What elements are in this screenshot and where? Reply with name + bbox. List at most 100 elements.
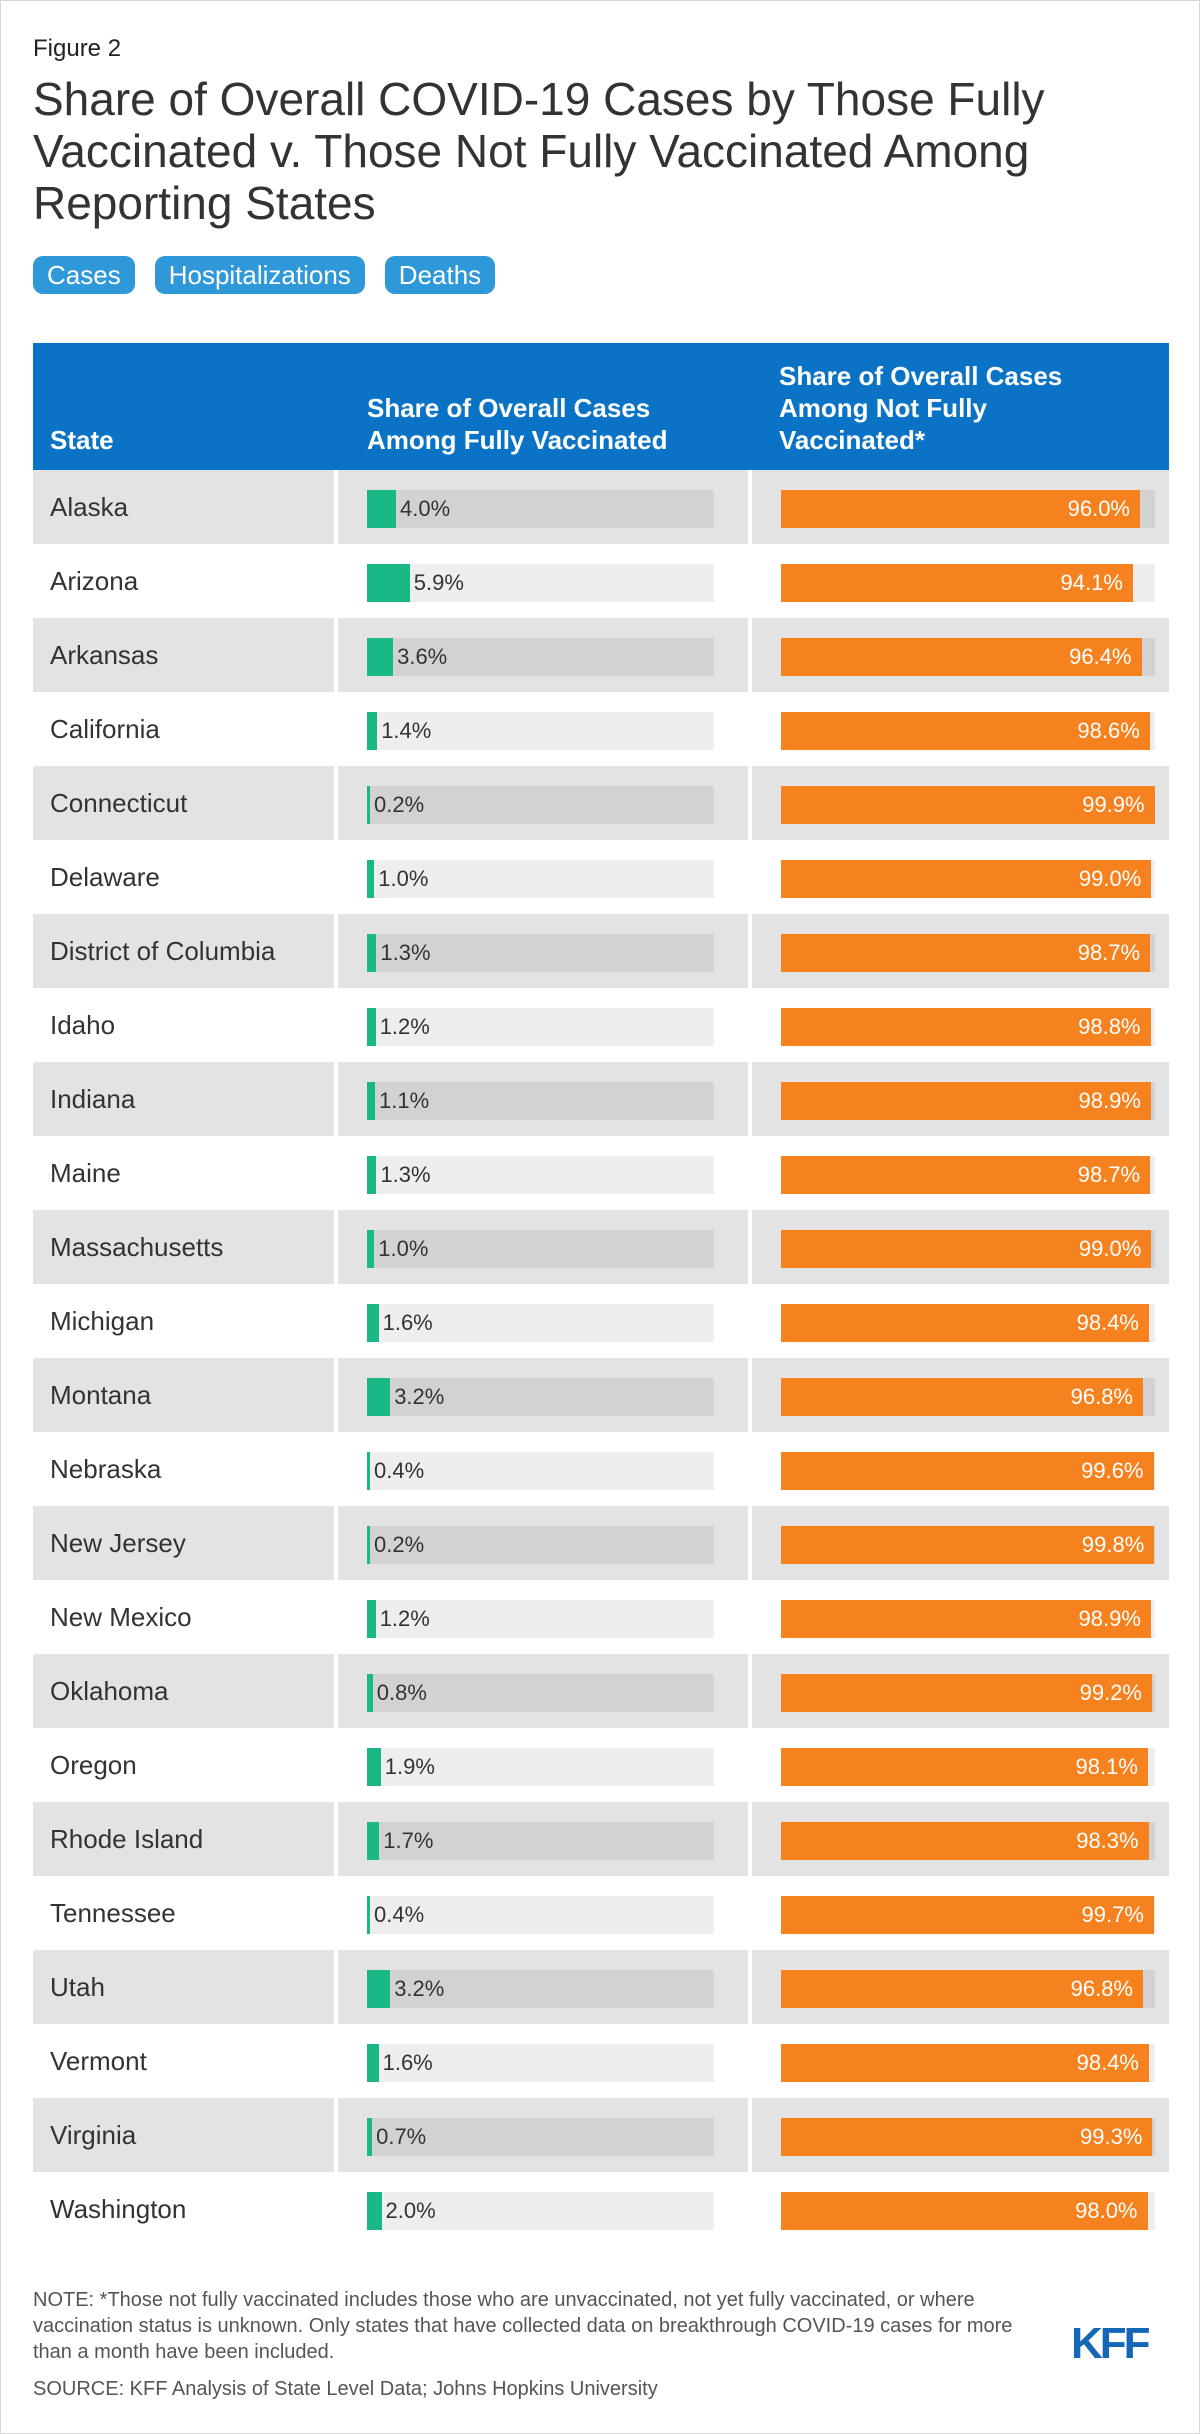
table-row: Massachusetts 1.0% 99.0%	[33, 1210, 1169, 1284]
not-vaccinated-bar: 99.9%	[781, 786, 1155, 824]
table-row: Vermont 1.6% 98.4%	[33, 2024, 1169, 2098]
not-vaccinated-value-label: 98.9%	[1078, 1088, 1141, 1113]
state-label: Vermont	[50, 2046, 147, 2076]
state-label: New Jersey	[50, 1528, 186, 1558]
not-vaccinated-bar-track: 99.6%	[781, 1452, 1155, 1490]
tab-deaths[interactable]: Deaths	[384, 256, 496, 294]
state-label: Oregon	[50, 1750, 137, 1780]
not-vaccinated-bar-track: 96.4%	[781, 638, 1155, 676]
not-vaccinated-bar: 98.1%	[781, 1748, 1148, 1786]
vaccinated-value-label: 4.0%	[400, 496, 451, 521]
vaccinated-value-label: 0.2%	[374, 792, 425, 817]
tab-cases[interactable]: Cases	[33, 256, 135, 294]
table-row: Arizona 5.9% 94.1%	[33, 544, 1169, 618]
table-row: Alaska 4.0% 96.0%	[33, 470, 1169, 544]
state-label: Oklahoma	[50, 1676, 169, 1706]
vaccinated-bar	[367, 1304, 379, 1342]
vaccinated-bar-track: 1.2%	[367, 1600, 714, 1638]
not-vaccinated-value-label: 98.7%	[1077, 1162, 1141, 1187]
not-vaccinated-bar-track: 98.8%	[781, 1008, 1155, 1046]
not-vaccinated-value-label: 98.9%	[1078, 1606, 1141, 1631]
vaccinated-value-label: 0.2%	[374, 1532, 425, 1557]
not-vaccinated-value-label: 98.8%	[1078, 1014, 1141, 1039]
vaccinated-bar-track: 4.0%	[367, 490, 714, 528]
state-cell	[33, 1062, 334, 1136]
not-vaccinated-bar-track: 98.4%	[781, 2044, 1155, 2082]
vaccinated-bar-track: 1.7%	[367, 1822, 714, 1860]
table-row: Delaware 1.0% 99.0%	[33, 840, 1169, 914]
state-label: Idaho	[50, 1010, 116, 1040]
table-row: Utah 3.2% 96.8%	[33, 1950, 1169, 2024]
state-label: Maine	[50, 1158, 121, 1188]
vaccinated-bar	[367, 638, 394, 676]
not-vaccinated-value-label: 98.7%	[1077, 940, 1141, 965]
not-vaccinated-bar-track: 98.3%	[781, 1822, 1155, 1860]
state-cell	[33, 1654, 334, 1728]
state-label: Utah	[50, 1972, 105, 2002]
state-label: District of Columbia	[50, 936, 276, 966]
state-cell	[33, 766, 334, 840]
not-vaccinated-value-label: 96.4%	[1069, 644, 1132, 669]
state-label: Montana	[50, 1380, 152, 1410]
table-row: Idaho 1.2% 98.8%	[33, 988, 1169, 1062]
table-row: Washington 2.0% 98.0%	[33, 2172, 1169, 2246]
vaccinated-bar	[367, 2044, 379, 2082]
not-vaccinated-bar: 96.0%	[781, 490, 1140, 528]
vaccinated-value-label: 1.2%	[379, 1606, 430, 1631]
not-vaccinated-value-label: 99.8%	[1081, 1532, 1145, 1557]
not-vaccinated-value-label: 98.1%	[1075, 1754, 1138, 1779]
state-label: Washington	[50, 2194, 187, 2224]
vaccinated-bar	[367, 1156, 377, 1194]
table-row: California 1.4% 98.6%	[33, 692, 1169, 766]
state-label: New Mexico	[50, 1602, 192, 1632]
vaccinated-value-label: 1.3%	[380, 1162, 431, 1187]
not-vaccinated-bar-track: 94.1%	[781, 564, 1155, 602]
vaccinated-bar	[367, 1600, 376, 1638]
state-label: Nebraska	[50, 1454, 162, 1484]
not-vaccinated-bar-track: 98.9%	[781, 1082, 1155, 1120]
vaccinated-value-label: 0.4%	[374, 1902, 425, 1927]
table-header: State Share of Overall Cases Among Fully…	[33, 343, 1169, 470]
not-vaccinated-bar: 98.9%	[781, 1082, 1151, 1120]
vaccinated-value-label: 1.1%	[379, 1088, 430, 1113]
tab-hospitalizations[interactable]: Hospitalizations	[154, 256, 365, 294]
not-vaccinated-value-label: 98.6%	[1077, 718, 1140, 743]
kff-logo: KFF	[1071, 2319, 1151, 2368]
state-label: Tennessee	[50, 1898, 176, 1928]
table-row: Montana 3.2% 96.8%	[33, 1358, 1169, 1432]
not-vaccinated-bar: 99.3%	[781, 2118, 1153, 2156]
vaccinated-bar-track: 2.0%	[367, 2192, 714, 2230]
vaccinated-bar-track: 1.2%	[367, 1008, 714, 1046]
state-cell	[33, 1210, 334, 1284]
not-vaccinated-value-label: 96.8%	[1070, 1976, 1133, 2001]
not-vaccinated-bar: 96.4%	[781, 638, 1142, 676]
not-vaccinated-bar: 99.7%	[781, 1896, 1154, 1934]
not-vaccinated-bar-track: 98.4%	[781, 1304, 1155, 1342]
vaccinated-value-label: 3.2%	[394, 1976, 445, 2001]
vaccinated-bar	[367, 934, 377, 972]
vaccinated-bar	[367, 1896, 370, 1934]
table-row: New Jersey 0.2% 99.8%	[33, 1506, 1169, 1580]
vaccinated-bar	[367, 1970, 391, 2008]
vaccinated-value-label: 2.0%	[385, 2198, 436, 2223]
table-row: Indiana 1.1% 98.9%	[33, 1062, 1169, 1136]
state-cell	[33, 618, 334, 692]
not-vaccinated-bar: 99.6%	[781, 1452, 1154, 1490]
table-row: Arkansas 3.6% 96.4%	[33, 618, 1169, 692]
not-vaccinated-bar: 98.9%	[781, 1600, 1151, 1638]
vaccinated-bar	[367, 1230, 375, 1268]
state-label: California	[50, 714, 160, 744]
vaccinated-bar-track: 0.2%	[367, 786, 714, 824]
chart-title: Share of Overall COVID-19 Cases by Those…	[33, 73, 1045, 229]
vaccinated-bar-track: 5.9%	[367, 564, 714, 602]
not-vaccinated-bar-track: 98.0%	[781, 2192, 1155, 2230]
not-vaccinated-bar: 99.0%	[781, 860, 1152, 898]
table-row: Oklahoma 0.8% 99.2%	[33, 1654, 1169, 1728]
state-cell	[33, 914, 334, 988]
vaccinated-value-label: 1.0%	[378, 1236, 429, 1261]
table-row: Maine 1.3% 98.7%	[33, 1136, 1169, 1210]
vaccinated-value-label: 0.8%	[376, 1680, 427, 1705]
not-vaccinated-value-label: 96.0%	[1067, 496, 1130, 521]
state-cell	[33, 1802, 334, 1876]
vaccinated-bar-track: 1.6%	[367, 1304, 714, 1342]
